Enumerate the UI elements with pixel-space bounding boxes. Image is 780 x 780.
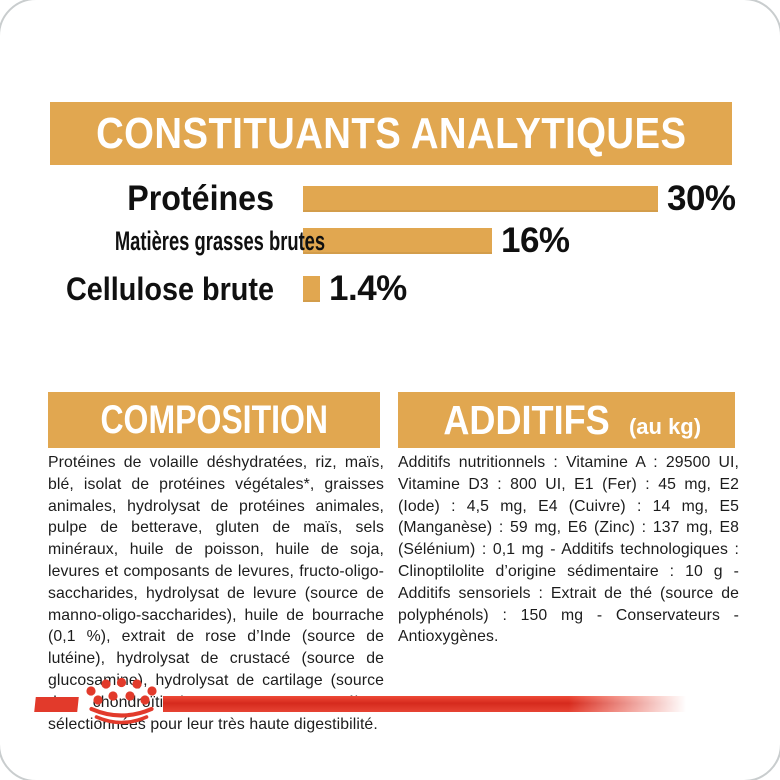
red-band (163, 696, 697, 712)
chart-row: Cellulose brute 1.4% (40, 269, 736, 308)
chart-row: Matières grasses brutes 16% (40, 221, 736, 260)
chart-value-label: 16% (501, 221, 570, 260)
chart-bar (303, 186, 658, 212)
chart-category-label: Cellulose brute (65, 270, 274, 307)
chart-category-label: Matières grasses brutes (114, 225, 326, 256)
chart-value-label: 1.4% (329, 269, 407, 308)
composition-header: COMPOSITION (48, 392, 380, 448)
composition-text: Protéines de volaille déshydratées, riz,… (48, 454, 384, 733)
chart-value-label: 30% (667, 179, 736, 218)
additives-unit-suffix: (au kg) (628, 414, 702, 439)
chart-bar (303, 228, 492, 254)
royal-canin-crown-icon (86, 678, 157, 725)
additives-text: Additifs nutritionnels : Vitamine A : 29… (398, 454, 739, 646)
additives-header: ADDITIFS (au kg) (398, 392, 735, 448)
chart-bar (303, 276, 320, 302)
red-band-left-segment (34, 697, 79, 712)
analytical-constituents-chart: Protéines 30% Matières grasses brutes 16% Ce… (40, 179, 736, 318)
composition-title: COMPOSITION (100, 397, 328, 442)
chart-row: Protéines 30% (40, 179, 736, 218)
analytical-constituents-header: CONSTITUANTS ANALYTIQUES (50, 102, 732, 165)
additives-title: ADDITIFS (443, 396, 610, 443)
chart-category-label: Protéines (127, 179, 274, 218)
header-title: CONSTITUANTS ANALYTIQUES (95, 108, 687, 158)
